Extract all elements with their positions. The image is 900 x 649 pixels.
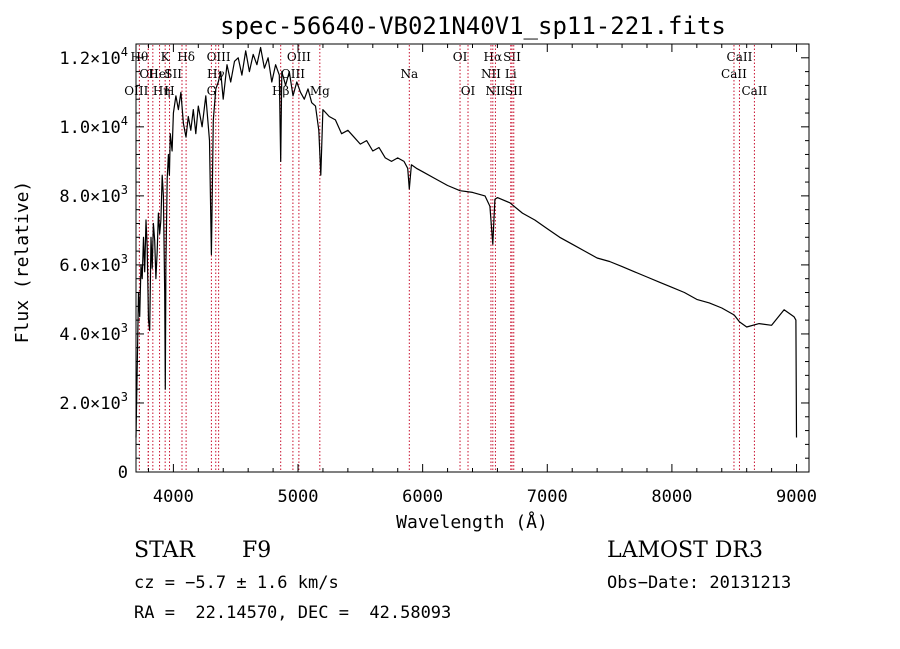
y-axis-label: Flux (relative): [12, 181, 33, 344]
x-tick-label: 8000: [651, 487, 692, 507]
line-label: Na: [400, 67, 418, 81]
x-tick-label: 5000: [278, 487, 319, 507]
line-label: OIII: [281, 67, 305, 81]
y-tick-label: 4.0×103: [59, 321, 128, 345]
object-class: STAR: [134, 538, 195, 563]
y-tick-mantissa: 6.0×10: [59, 256, 120, 276]
line-label: K: [161, 50, 171, 64]
line-label: NII: [481, 67, 501, 81]
x-axis-label: Wavelength (Å): [396, 511, 548, 533]
y-axis: 02.0×1034.0×1036.0×1038.0×1031.0×1041.2×…: [59, 45, 809, 483]
y-tick-label: 8.0×103: [59, 183, 128, 207]
y-tick-exponent: 4: [121, 45, 128, 59]
x-tick-label: 9000: [776, 487, 817, 507]
y-tick-label: 1.0×104: [59, 114, 128, 138]
line-label: OII: [139, 67, 159, 81]
y-tick-label: 2.0×103: [59, 390, 128, 414]
line-label: Hα: [484, 50, 503, 64]
line-label: CaII: [721, 67, 747, 81]
x-tick-label: 7000: [527, 487, 568, 507]
line-label: HeI: [148, 67, 171, 81]
y-tick-mantissa: 0: [118, 463, 128, 483]
line-label: SII: [164, 67, 182, 81]
spectrum-series: [135, 46, 798, 438]
line-label: NII: [485, 84, 505, 98]
plot-frame: [135, 43, 810, 473]
line-label: Hη: [153, 84, 171, 98]
y-tick-label: 0: [118, 463, 128, 483]
line-label: Mg: [310, 84, 330, 98]
y-tick-mantissa: 2.0×10: [59, 394, 120, 414]
y-tick-exponent: 3: [121, 390, 128, 404]
y-tick-exponent: 3: [121, 183, 128, 197]
sky-coordinates: RA = 22.14570, DEC = 42.58093: [134, 603, 452, 623]
x-tick-label: 4000: [153, 487, 194, 507]
y-tick-mantissa: 1.0×10: [59, 118, 120, 138]
line-label: CaII: [727, 50, 753, 64]
radial-velocity: cz = −5.7 ± 1.6 km/s: [134, 573, 339, 593]
y-tick-mantissa: 4.0×10: [59, 325, 120, 345]
line-label: Hβ: [272, 84, 289, 98]
line-label: OIII: [287, 50, 311, 64]
line-label: H: [164, 84, 174, 98]
spectrum-chart: spec-56640-VB021N40V1_sp11-221.fits HθOI…: [12, 12, 817, 533]
line-label: SII: [503, 50, 521, 64]
line-label: Li: [505, 67, 517, 81]
survey-name: LAMOST DR3: [607, 538, 763, 563]
y-tick-label: 6.0×103: [59, 252, 128, 276]
chart-title: spec-56640-VB021N40V1_sp11-221.fits: [220, 12, 726, 40]
y-tick-exponent: 4: [121, 114, 128, 128]
y-tick-exponent: 3: [121, 252, 128, 266]
y-tick-exponent: 3: [121, 321, 128, 335]
line-label: G: [207, 84, 217, 98]
line-label: Hδ: [177, 50, 195, 64]
object-subclass: F9: [242, 538, 272, 563]
spectrum-line: [135, 46, 798, 438]
line-label: SII: [505, 84, 523, 98]
x-axis: 4000 5000 6000 7000 8000 9000: [147, 44, 817, 507]
y-tick-label: 1.2×104: [59, 45, 128, 69]
y-tick-mantissa: 1.2×10: [59, 49, 120, 69]
observation-date: Obs−Date: 20131213: [607, 573, 792, 593]
line-label: OI: [453, 50, 468, 64]
line-label: OI: [461, 84, 476, 98]
x-tick-label: 6000: [402, 487, 443, 507]
line-label: CaII: [741, 84, 767, 98]
y-tick-mantissa: 8.0×10: [59, 187, 120, 207]
line-label: OIII: [207, 50, 231, 64]
